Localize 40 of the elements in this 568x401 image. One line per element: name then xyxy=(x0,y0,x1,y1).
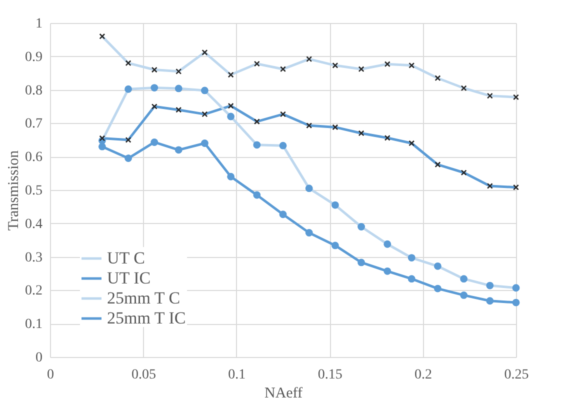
legend-label: UT IC xyxy=(107,268,151,288)
point xyxy=(227,172,235,180)
y-tick-label: 0.8 xyxy=(25,83,42,98)
x-tick-label: 0.1 xyxy=(228,368,246,382)
point xyxy=(408,275,416,283)
y-tick-label: 0.7 xyxy=(25,116,42,132)
legend-label: 25mm T IC xyxy=(107,308,186,328)
x-axis-title: NAeff xyxy=(264,386,303,401)
point xyxy=(486,297,494,305)
y-tick-label: 0.9 xyxy=(25,50,42,65)
point xyxy=(253,191,261,199)
y-tick-label: 0.2 xyxy=(25,284,42,299)
x-tick-label: 0 xyxy=(47,368,54,382)
point xyxy=(201,140,208,147)
point xyxy=(358,258,365,266)
point xyxy=(174,146,182,154)
y-tick-label: 0.4 xyxy=(25,216,42,232)
y-tick-label: 0 xyxy=(36,350,42,366)
y-tick-label: 0.1 xyxy=(25,317,42,332)
point xyxy=(150,138,158,146)
point xyxy=(331,242,339,250)
point xyxy=(98,142,106,150)
y-tick-label: 0.6 xyxy=(25,150,42,166)
point xyxy=(512,298,520,306)
x-tick-label: 0.15 xyxy=(318,368,342,382)
y-axis-title: Transmission xyxy=(6,150,22,231)
y-tick-label: 0.5 xyxy=(25,184,42,198)
legend-label: UT C xyxy=(107,248,145,268)
x-tick-label: 0.05 xyxy=(131,368,156,382)
x-tick-label: 0.25 xyxy=(504,368,529,382)
point xyxy=(124,154,132,162)
legend-label: 25mm T C xyxy=(107,288,180,308)
point xyxy=(384,267,392,275)
point xyxy=(434,284,442,292)
y-tick-label: 1 xyxy=(36,16,42,32)
point xyxy=(460,292,468,299)
point xyxy=(305,229,313,236)
y-tick-label: 0.3 xyxy=(25,250,42,266)
point xyxy=(279,210,287,218)
x-tick-label: 0.2 xyxy=(414,368,432,382)
